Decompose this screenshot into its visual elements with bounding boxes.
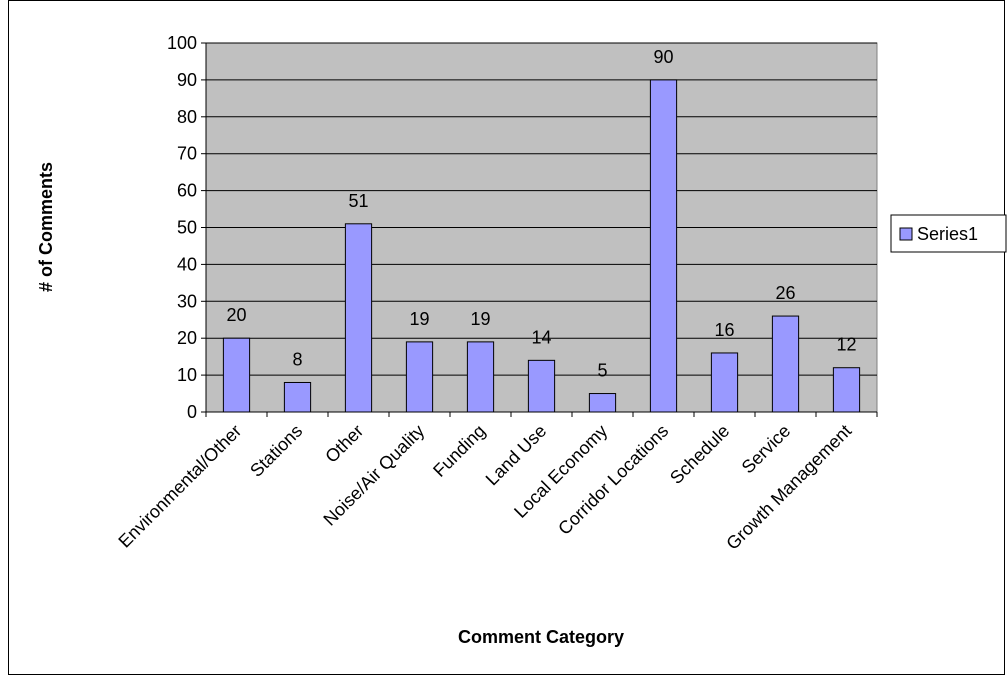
legend-entry-series1: Series1	[917, 224, 978, 244]
y-tick-label: 80	[177, 107, 197, 127]
y-axis-title: # of Comments	[36, 162, 56, 292]
bar-6	[588, 393, 617, 413]
y-tick-label: 20	[177, 328, 197, 348]
y-tick-label: 100	[167, 33, 197, 53]
data-label: 19	[470, 309, 490, 329]
bar-7	[649, 79, 678, 413]
y-tick-label: 70	[177, 144, 197, 164]
x-tick-label: Service	[738, 421, 795, 478]
y-tick-label: 10	[177, 365, 197, 385]
data-label: 5	[597, 361, 607, 381]
data-label: 90	[653, 47, 673, 67]
bar-5	[527, 359, 556, 413]
x-tick-label: Corridor Locations	[554, 421, 672, 539]
legend: Series1	[890, 214, 1007, 253]
bar-10	[832, 367, 861, 413]
bar-2	[344, 223, 373, 413]
y-tick-label: 0	[187, 402, 197, 422]
y-tick-label: 30	[177, 291, 197, 311]
x-axis-title: Comment Category	[458, 627, 624, 647]
bar-3	[405, 341, 434, 413]
bar-0	[222, 337, 251, 413]
x-tick-label: Growth Management	[722, 421, 855, 554]
data-label: 8	[292, 349, 302, 369]
y-tick-label: 50	[177, 218, 197, 238]
data-label: 19	[409, 309, 429, 329]
data-label: 20	[226, 305, 246, 325]
bar-4	[466, 341, 495, 413]
legend-swatch	[899, 227, 913, 241]
data-label: 26	[775, 283, 795, 303]
x-tick-label: Other	[321, 421, 367, 467]
data-label: 12	[836, 335, 856, 355]
x-tick-label: Schedule	[666, 421, 733, 488]
data-label: 51	[348, 191, 368, 211]
bar-1	[283, 381, 312, 413]
x-tick-label: Environmental/Other	[114, 421, 245, 552]
bar-9	[771, 315, 800, 413]
x-tick-label: Stations	[246, 421, 306, 481]
data-label: 16	[714, 320, 734, 340]
data-label: 14	[531, 327, 551, 347]
x-tick-label: Funding	[429, 421, 489, 481]
bar-8	[710, 352, 739, 413]
y-tick-label: 60	[177, 181, 197, 201]
y-tick-label: 40	[177, 254, 197, 274]
y-tick-label: 90	[177, 70, 197, 90]
